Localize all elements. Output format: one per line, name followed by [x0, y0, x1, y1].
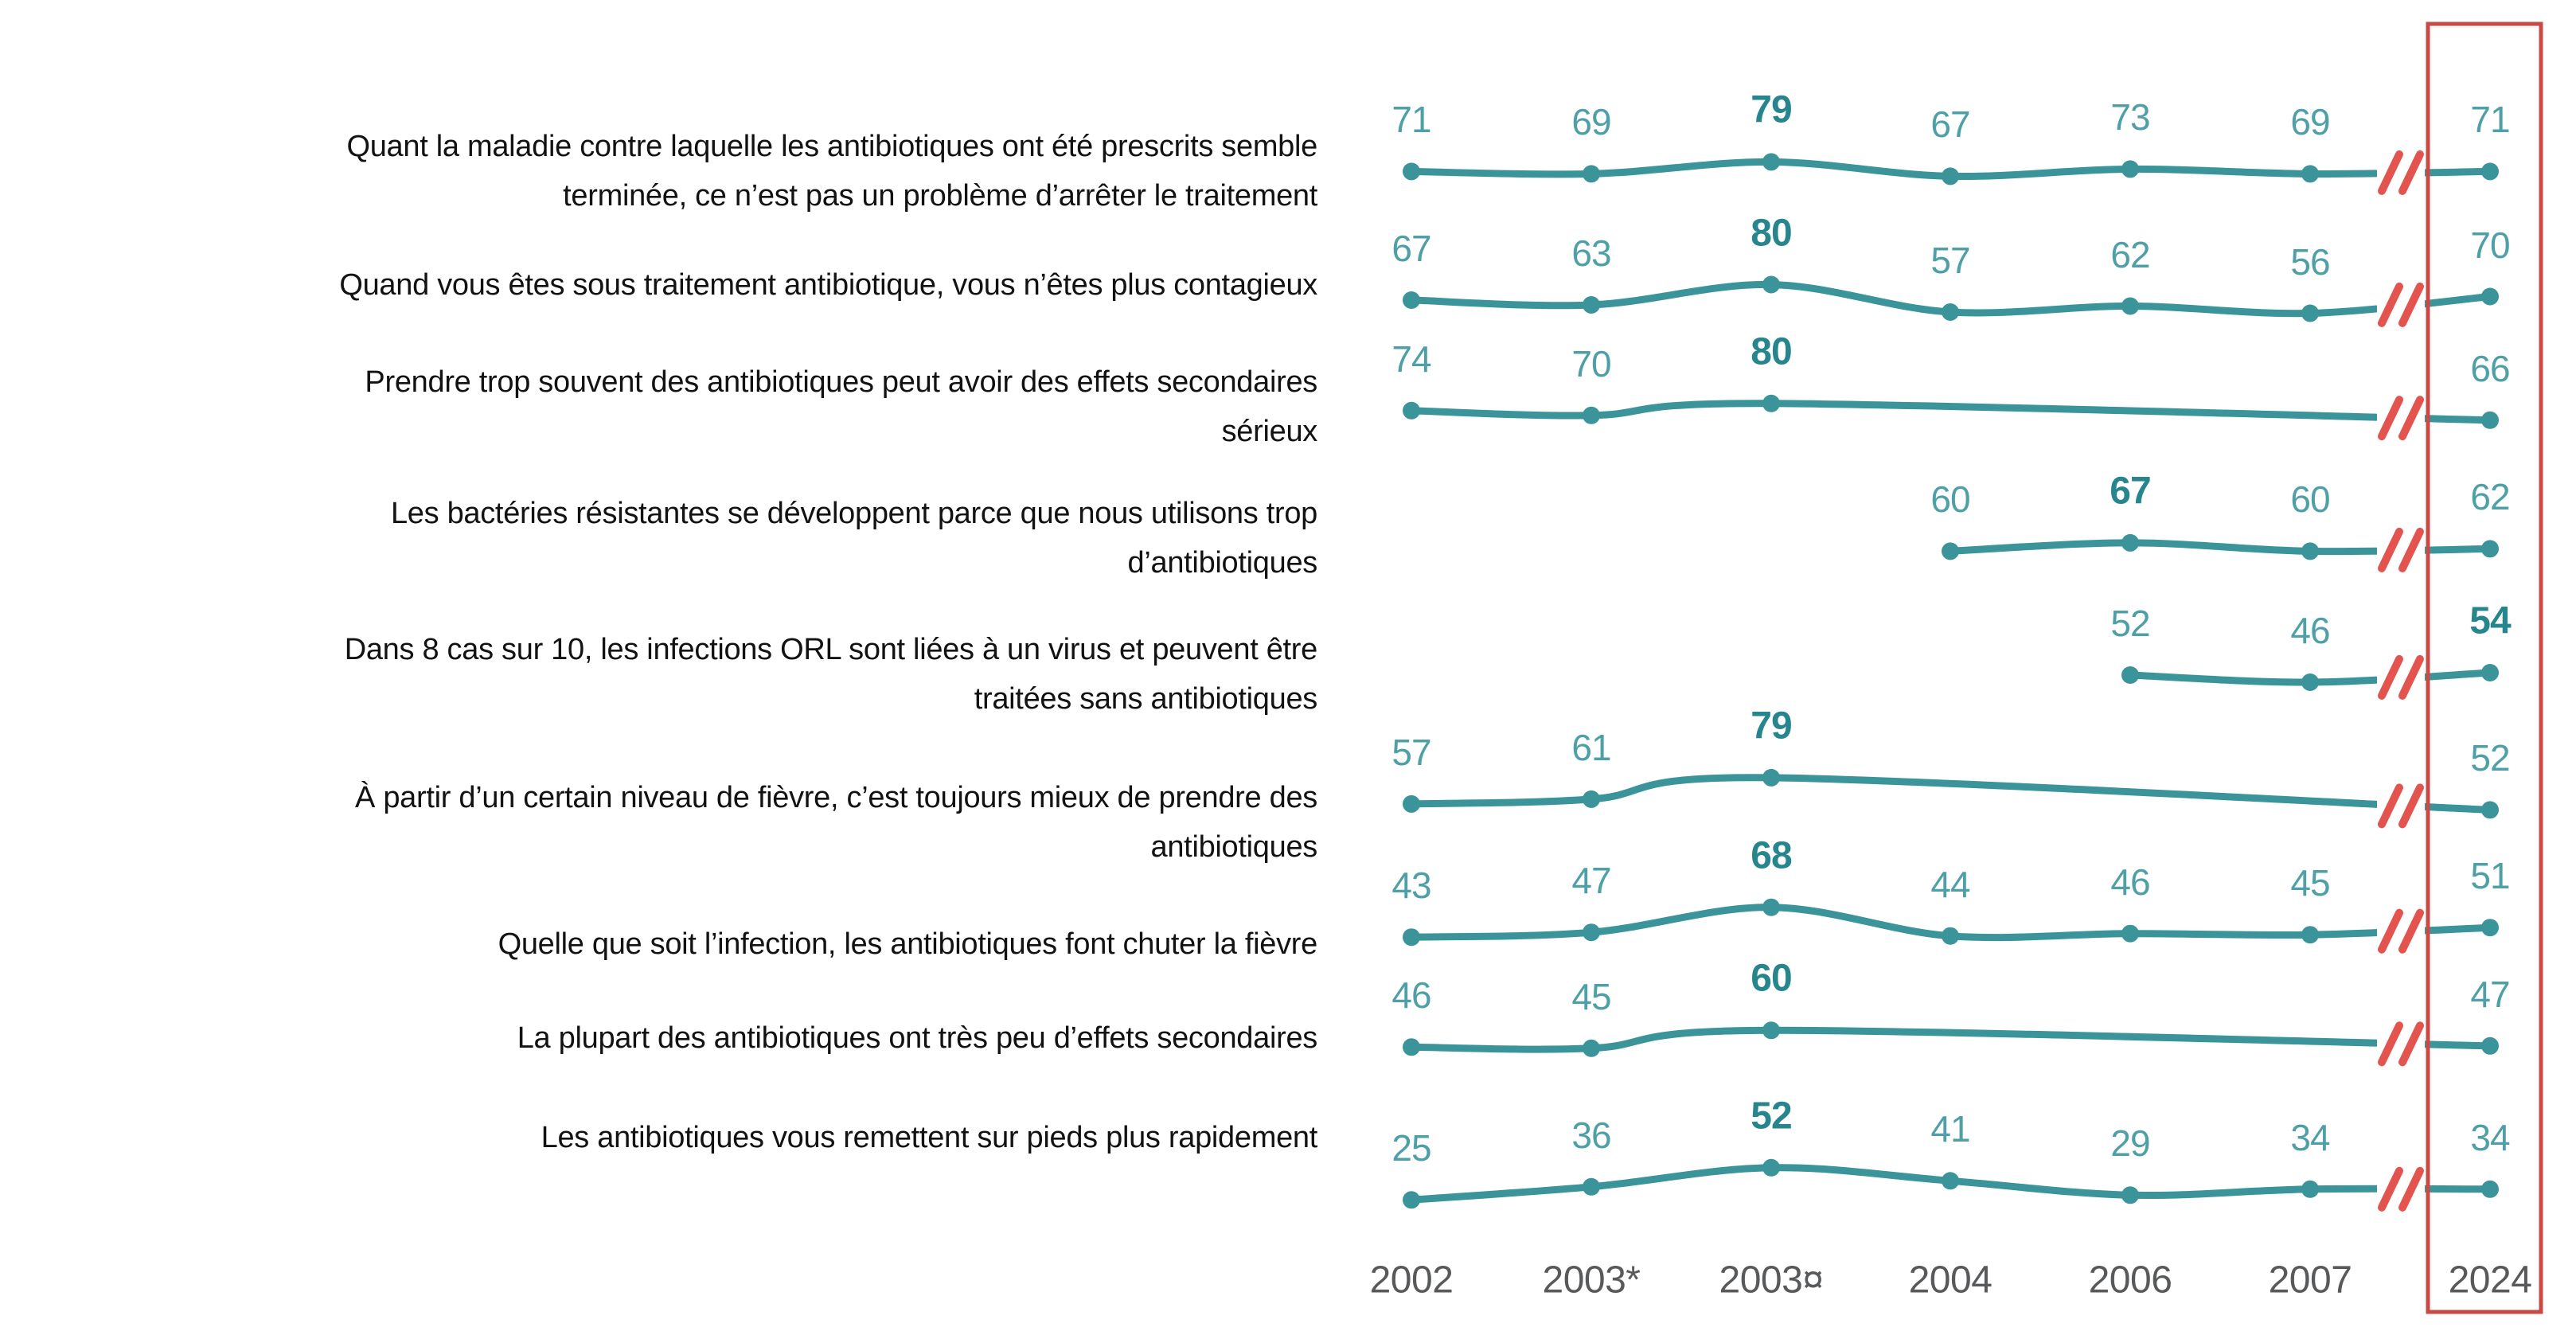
- data-point: [2301, 673, 2319, 691]
- data-point: [1583, 1039, 1600, 1057]
- data-point: [1942, 167, 1959, 185]
- data-point: [1762, 153, 1780, 171]
- data-point: [2121, 666, 2139, 684]
- axis-break-slash-icon: [2378, 527, 2403, 572]
- data-point: [2481, 801, 2499, 819]
- data-point: [2481, 1180, 2499, 1198]
- highlight-2024-box: [2426, 21, 2543, 1314]
- axis-break-slash-icon: [2398, 527, 2424, 572]
- data-point: [1762, 394, 1780, 412]
- axis-break-slash-icon: [2378, 654, 2403, 700]
- axis-break-slash-icon: [2398, 282, 2424, 327]
- data-point: [1403, 162, 1420, 181]
- data-point: [2481, 919, 2499, 937]
- axis-break-slash-icon: [2378, 150, 2403, 195]
- data-point: [1403, 401, 1420, 420]
- data-point: [1762, 1021, 1780, 1040]
- axis-break-slash-icon: [2378, 1166, 2403, 1212]
- data-point: [1942, 542, 1959, 560]
- data-point: [1583, 296, 1600, 314]
- data-point: [1403, 1038, 1420, 1056]
- trend-line: [1407, 1026, 2494, 1053]
- data-point: [2121, 297, 2139, 315]
- axis-break-slash-icon: [2378, 1021, 2403, 1067]
- axis-break-slash-icon: [2398, 1021, 2424, 1067]
- data-point: [2481, 540, 2499, 558]
- axis-break-slash-icon: [2398, 908, 2424, 954]
- data-point: [1942, 303, 1959, 321]
- data-point: [2481, 411, 2499, 429]
- data-point: [1583, 923, 1600, 942]
- axis-break-slash-icon: [2398, 783, 2424, 829]
- trend-line: [1407, 774, 2494, 814]
- axis-break-slash-icon: [2398, 150, 2424, 195]
- axis-break-slash-icon: [2398, 396, 2424, 441]
- data-point: [2121, 533, 2139, 552]
- data-point: [1583, 165, 1600, 183]
- data-point: [1942, 927, 1959, 945]
- axis-break-slash-icon: [2398, 1166, 2424, 1212]
- data-point: [2121, 1186, 2139, 1204]
- data-point: [2301, 304, 2319, 322]
- axis-break-slash-icon: [2398, 654, 2424, 700]
- data-point: [1403, 1191, 1420, 1209]
- data-point: [2301, 542, 2319, 560]
- data-point: [1762, 768, 1780, 787]
- data-point: [1762, 275, 1780, 294]
- data-point: [1762, 1158, 1780, 1177]
- axis-break-slash-icon: [2378, 282, 2403, 327]
- data-point: [1942, 1172, 1959, 1190]
- data-point: [2301, 165, 2319, 183]
- data-point: [1403, 291, 1420, 309]
- data-point: [1583, 790, 1600, 808]
- axis-break-slash-icon: [2378, 783, 2403, 829]
- data-point: [1583, 1177, 1600, 1196]
- data-point: [2301, 926, 2319, 944]
- data-point: [2481, 664, 2499, 681]
- data-point: [1403, 928, 1420, 947]
- data-point: [1583, 406, 1600, 424]
- data-point: [1403, 794, 1420, 813]
- data-point: [2481, 1036, 2499, 1055]
- data-point: [2481, 287, 2499, 306]
- data-point: [1762, 898, 1780, 916]
- data-point: [2121, 924, 2139, 943]
- trend-line: [1407, 400, 2494, 424]
- data-point: [2121, 160, 2139, 178]
- data-point: [2481, 162, 2499, 181]
- axis-break-slash-icon: [2378, 396, 2403, 441]
- data-point: [2301, 1180, 2319, 1198]
- axis-break-slash-icon: [2378, 908, 2403, 954]
